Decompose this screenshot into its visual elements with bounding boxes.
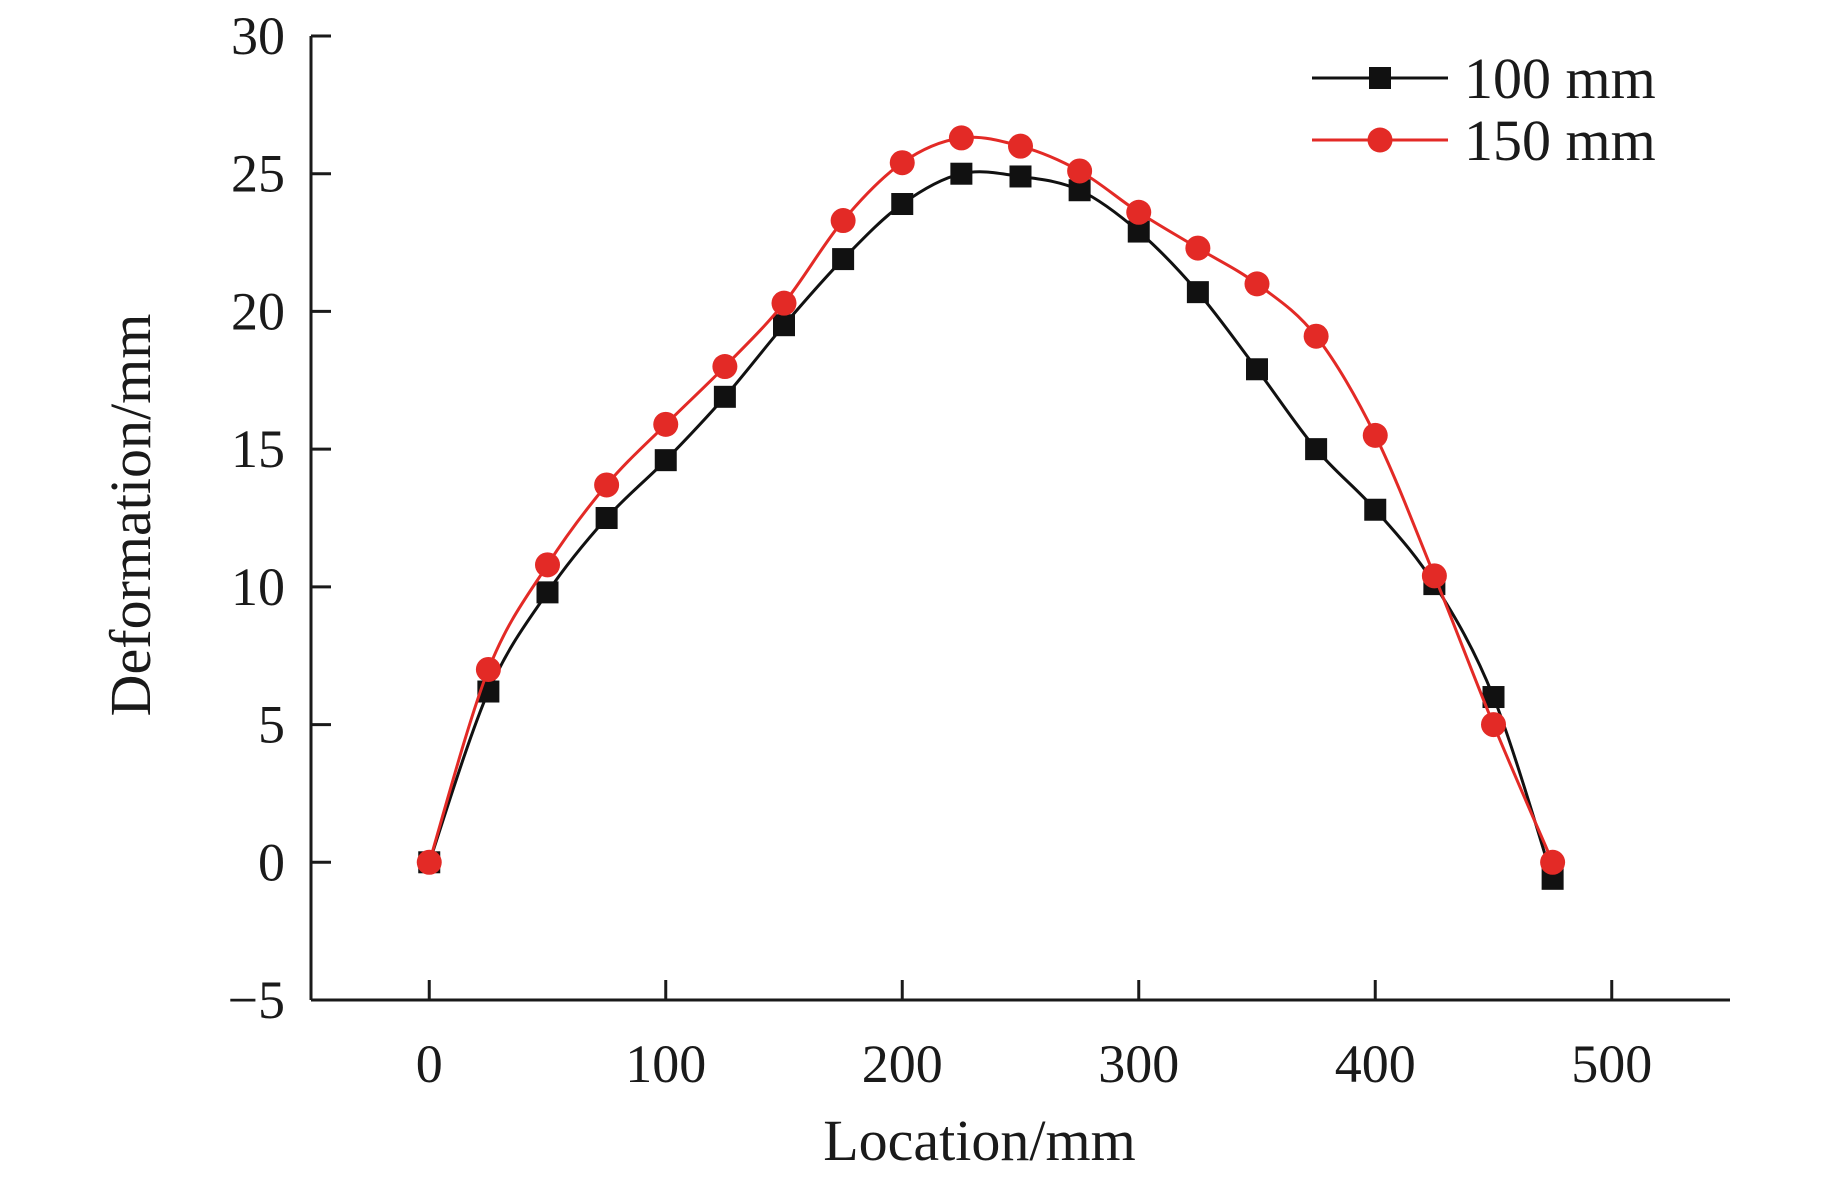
data-point-circle: [1481, 712, 1506, 738]
y-tick-label: 5: [258, 695, 285, 755]
data-point-square: [950, 162, 973, 185]
data-point-circle: [948, 125, 974, 151]
data-point-circle: [1244, 271, 1270, 297]
data-point-square: [1127, 220, 1150, 243]
data-point-circle: [889, 150, 915, 176]
y-tick-label: 10: [231, 557, 285, 617]
data-point-circle: [1421, 563, 1447, 589]
legend-item: 100 mm: [1312, 46, 1656, 111]
data-point-square: [1305, 438, 1328, 461]
data-point-circle: [1362, 422, 1388, 448]
data-point-circle: [416, 849, 442, 875]
data-point-square: [654, 449, 677, 472]
x-tick-label: 300: [1098, 1034, 1179, 1094]
y-axis-title: Deformation/mm: [98, 314, 163, 717]
x-tick-label: 400: [1335, 1034, 1416, 1094]
data-point-circle: [1540, 849, 1566, 875]
y-tick-label: 20: [231, 281, 285, 341]
series-2: [416, 125, 1566, 875]
ticks: 0 100 200 300 400 500 −5 0 5 10 15 20 25 30: [228, 6, 1653, 1094]
data-point-circle: [1008, 133, 1033, 159]
data-point-square: [1364, 498, 1387, 521]
data-point-circle: [1303, 323, 1329, 349]
x-tick-label: 100: [625, 1034, 706, 1094]
data-point-square: [595, 507, 618, 529]
y-tick-label: 15: [231, 419, 285, 479]
data-point-circle: [1185, 235, 1211, 261]
series: [416, 125, 1566, 890]
axes: [309, 36, 1730, 1002]
data-point-circle: [1126, 199, 1152, 225]
x-tick-label: 200: [862, 1034, 943, 1094]
data-point-circle: [535, 552, 560, 578]
data-point-square: [536, 581, 559, 604]
data-point-circle: [830, 208, 856, 234]
series-line: [427, 135, 1554, 863]
data-point-square: [1009, 165, 1032, 188]
data-point-square: [832, 248, 855, 271]
legend-item: 150 mm: [1312, 108, 1656, 173]
data-point-circle: [771, 290, 797, 316]
series-1: [418, 162, 1564, 890]
data-point-circle: [653, 411, 679, 437]
data-point-square: [773, 314, 795, 337]
data-point-circle: [1067, 158, 1093, 184]
y-tick-label: 0: [258, 832, 285, 892]
data-point-square: [891, 193, 914, 216]
x-axis-title: Location/mm: [823, 1108, 1136, 1173]
y-tick-label: 25: [231, 144, 285, 204]
data-point-circle: [712, 354, 738, 380]
data-point-square: [1186, 281, 1209, 304]
data-point-square: [1246, 358, 1268, 381]
x-tick-label: 0: [416, 1034, 443, 1094]
x-tick-label: 500: [1571, 1034, 1652, 1094]
legend-marker-square: [1369, 67, 1391, 89]
data-point-circle: [475, 656, 501, 682]
y-tick-label: 30: [231, 6, 285, 66]
legend-label: 100 mm: [1464, 46, 1656, 111]
data-point-circle: [594, 472, 620, 498]
data-point-square: [713, 385, 736, 408]
y-tick-label: −5: [228, 970, 285, 1030]
legend-marker-circle: [1367, 127, 1393, 153]
data-point-square: [1068, 179, 1091, 202]
legend-label: 150 mm: [1464, 108, 1656, 173]
data-point-square: [1482, 686, 1505, 709]
